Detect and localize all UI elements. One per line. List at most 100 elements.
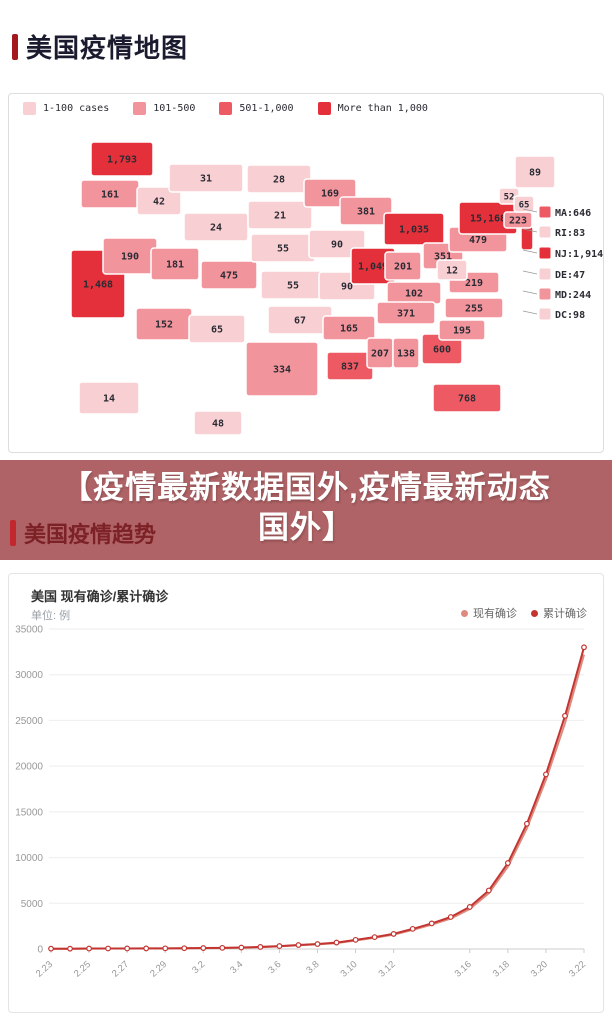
legend-label: 501-1,000: [239, 103, 294, 114]
state-tile-WA: [90, 141, 154, 177]
data-point-2.23: [48, 945, 54, 952]
state-value-CA: 1,468: [83, 280, 113, 291]
state-tile-FL: [432, 383, 502, 413]
map-section-header: 美国疫情地图: [12, 28, 188, 65]
data-point-3.19: [523, 820, 530, 827]
chart-unit-label: 单位: 例: [31, 610, 71, 622]
callout-leader-DC: [522, 310, 538, 315]
data-point-2.27: [124, 945, 131, 952]
state-value-AL: 138: [397, 349, 415, 360]
x-label-3.18: 3.18: [491, 959, 512, 980]
state-value-CO: 475: [220, 271, 238, 282]
state-value-MT: 31: [200, 174, 212, 185]
data-point-3.7: [295, 942, 302, 948]
legend-label: 1-100 cases: [43, 103, 110, 114]
callout-label-DC: DC:98: [555, 310, 585, 321]
trend-line-chart: 0 5000 10000 15000 20000 25000 30000 35000 2.23 2…: [15, 625, 588, 980]
state-tile-SD: [247, 200, 313, 230]
state-value-FL: 768: [458, 394, 476, 405]
data-point-2.29: [162, 945, 169, 952]
state-value-MI: 1,035: [399, 225, 429, 236]
callout-leader-NJ: [522, 249, 538, 254]
legend-swatch: [23, 102, 36, 115]
x-label-2.29: 2.29: [148, 959, 169, 980]
state-tile-NH: [513, 195, 535, 213]
callout-leader-DE: [522, 270, 538, 275]
map-header-accent-bar: [12, 33, 18, 60]
data-point-2.28: [143, 945, 150, 952]
state-value-NE: 55: [277, 244, 289, 255]
state-tile-NM: [188, 314, 246, 344]
state-tile-SC: [438, 319, 486, 341]
callout-swatch-MD: [538, 287, 552, 301]
data-point-3.11: [371, 934, 378, 941]
state-tile-IN: [384, 251, 422, 281]
y-tick-15000: 15000: [15, 807, 43, 818]
state-value-HI: 48: [212, 419, 224, 430]
data-point-3.17: [485, 887, 492, 894]
chart-legend-item-累计确诊: 累计确诊: [531, 605, 587, 621]
callout-leader-MD: [522, 290, 538, 295]
callout-swatch-RI: [538, 225, 552, 239]
legend-dot: [531, 609, 538, 617]
callout-label-RI: RI:83: [555, 228, 585, 239]
state-tile-MI: [383, 212, 445, 246]
state-value-SC: 195: [453, 326, 471, 337]
map-legend: 1-100 cases 101-500 501-1,000 More than 1,0…: [23, 102, 452, 115]
map-legend-item: 101-500: [133, 102, 195, 115]
chart-legend: 现有确诊 累计确诊: [447, 605, 587, 621]
legend-swatch: [317, 102, 331, 115]
state-value-MS: 207: [371, 349, 389, 360]
x-label-2.25: 2.25: [72, 959, 93, 980]
state-tile-HI: [193, 410, 243, 436]
x-label-3.22: 3.22: [567, 959, 588, 980]
chart-title: 美国 现有确诊/累计确诊: [31, 589, 169, 604]
state-value-CT: 223: [509, 216, 527, 227]
state-value-VA: 219: [465, 278, 483, 289]
state-value-SD: 21: [274, 211, 286, 222]
trend-section-header: 美国疫情趋势: [10, 517, 156, 549]
state-value-IN: 201: [394, 262, 412, 273]
state-value-WY: 24: [210, 223, 222, 234]
state-value-ID: 42: [153, 197, 165, 208]
data-point-3.22: [581, 644, 587, 651]
banner-text-line1: 【疫情最新数据国外,疫情最新动态: [61, 470, 551, 505]
state-value-IL: 1,049: [358, 262, 388, 273]
data-point-3.13: [409, 925, 416, 932]
legend-swatch: [219, 102, 233, 115]
trend-section-title: 美国疫情趋势: [24, 522, 157, 547]
state-value-OR: 161: [101, 190, 119, 201]
state-value-WI: 381: [357, 207, 375, 218]
state-value-GA: 600: [433, 345, 451, 356]
chart-legend-item-现有确诊: 现有确诊: [461, 605, 517, 621]
state-value-NV: 190: [121, 252, 139, 263]
callout-swatch-DE: [538, 267, 552, 281]
x-label-2.23: 2.23: [34, 959, 55, 980]
y-tick-25000: 25000: [15, 716, 43, 727]
data-point-3.8: [314, 941, 321, 947]
state-tile-NC: [444, 297, 504, 319]
state-tile-ID: [136, 186, 182, 216]
state-tile-ME: [514, 155, 556, 189]
x-label-3.12: 3.12: [377, 959, 398, 980]
map-section-title: 美国疫情地图: [26, 33, 189, 63]
state-tile-TX: [245, 341, 319, 397]
state-value-KS: 55: [287, 281, 299, 292]
state-value-UT: 181: [166, 260, 184, 271]
state-value-TX: 334: [273, 365, 291, 376]
state-tile-AL: [392, 337, 420, 369]
data-point-3.2: [200, 945, 207, 951]
data-point-3.20: [543, 771, 549, 778]
legend-label: 累计确诊: [543, 608, 587, 620]
data-point-3.12: [390, 931, 397, 937]
state-tile-WI: [339, 196, 393, 226]
state-value-OH: 351: [434, 252, 452, 263]
state-value-TN: 371: [397, 309, 415, 320]
x-label-2.27: 2.27: [110, 959, 131, 980]
data-point-3.9: [333, 939, 340, 946]
state-value-MN: 169: [321, 189, 339, 200]
callout-label-MA: MA:646: [555, 208, 591, 219]
data-point-3.15: [447, 914, 454, 920]
x-label-3.20: 3.20: [529, 959, 550, 980]
callout-label-NJ: NJ:1,914: [555, 249, 603, 260]
